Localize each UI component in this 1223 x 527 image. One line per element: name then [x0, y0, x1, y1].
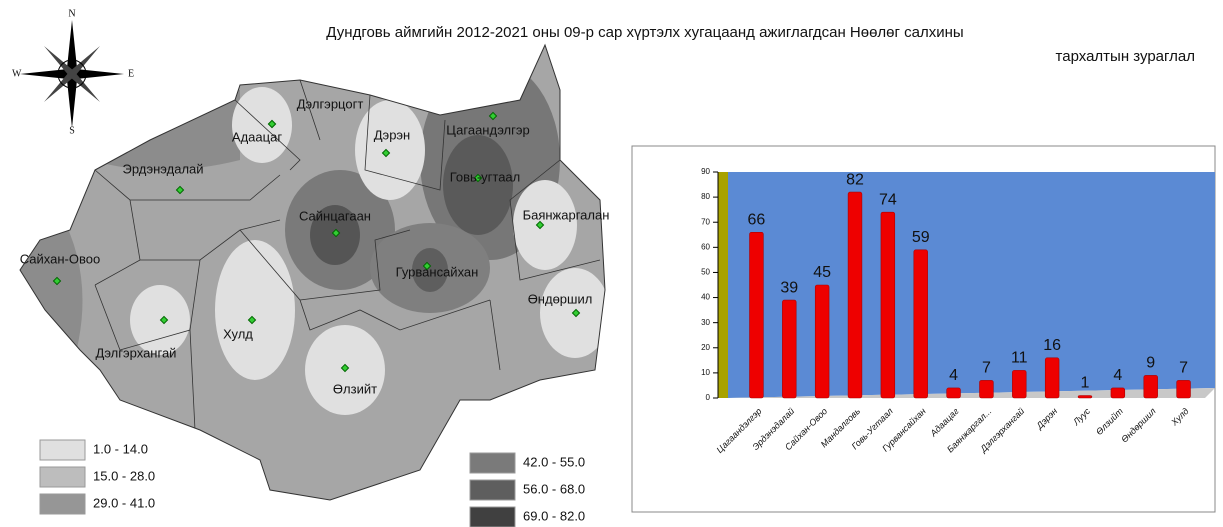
district-point	[331, 228, 341, 238]
map	[19, 43, 606, 501]
district-point	[340, 363, 350, 373]
district-point	[535, 220, 545, 230]
bar	[1176, 380, 1191, 399]
district-point	[422, 261, 432, 271]
compass-w: W	[12, 68, 22, 79]
district-label: Баянжаргалан	[523, 207, 610, 222]
value-label: 7	[982, 360, 991, 377]
district-label: Адаацаг	[232, 129, 282, 144]
district-label: Өлзийт	[333, 381, 377, 396]
district-label: Эрдэнэдалай	[122, 161, 203, 176]
bar	[946, 387, 961, 399]
district-point	[175, 185, 185, 195]
y-tick-label: 90	[701, 167, 710, 176]
legend-swatch	[469, 506, 516, 527]
value-label: 16	[1043, 337, 1061, 354]
district-point	[473, 173, 483, 183]
value-label: 59	[912, 229, 930, 246]
district-point	[159, 315, 169, 325]
title-line-2: тархалтын зураглал	[1056, 48, 1195, 65]
bar	[782, 299, 797, 399]
legend-label: 1.0 - 14.0	[93, 441, 148, 456]
district-point	[52, 276, 62, 286]
compass-s: S	[69, 125, 75, 136]
bar	[1044, 357, 1060, 399]
y-tick-label: 0	[706, 393, 711, 402]
y-tick-label: 40	[701, 293, 710, 302]
value-label: 1	[1081, 375, 1090, 392]
value-label: 9	[1146, 355, 1155, 372]
legend-swatch	[39, 466, 86, 488]
value-label: 4	[1113, 367, 1122, 384]
legend-label: 69.0 - 82.0	[523, 508, 585, 523]
y-tick-label: 60	[701, 242, 710, 251]
y-tick-label: 70	[701, 217, 710, 226]
district-label: Дэлгэрцогт	[297, 96, 364, 111]
bar	[749, 231, 764, 399]
bar	[847, 191, 863, 399]
y-tick-label: 50	[701, 268, 710, 277]
y-tick-label: 30	[701, 318, 710, 327]
value-label: 4	[949, 367, 958, 384]
bar	[979, 380, 994, 399]
bar	[880, 211, 896, 399]
bar	[1077, 395, 1093, 399]
district-label: Хулд	[223, 326, 253, 341]
value-label: 66	[748, 211, 766, 228]
district-point	[267, 119, 277, 129]
district-point	[488, 111, 498, 121]
legend-swatch	[469, 479, 516, 501]
legend-label: 15.0 - 28.0	[93, 468, 155, 483]
district-label: Дэрэн	[374, 127, 410, 142]
title-line-1: Дундговь аймгийн 2012-2021 оны 09-р сар …	[326, 24, 963, 41]
value-label: 11	[1011, 350, 1028, 367]
y-tick-label: 20	[701, 343, 710, 352]
y-tick-label: 80	[701, 192, 710, 201]
value-label: 39	[780, 279, 798, 296]
legend-label: 56.0 - 68.0	[523, 481, 585, 496]
value-label: 74	[879, 191, 897, 208]
bar	[1012, 370, 1027, 399]
value-label: 82	[846, 171, 864, 188]
district-label: Өндөршил	[528, 291, 593, 306]
legend-label: 29.0 - 41.0	[93, 495, 155, 510]
district-label: Говь-угтаал	[450, 169, 521, 184]
bar	[913, 249, 928, 399]
compass-e: E	[128, 68, 134, 79]
district-label: Сайхан-Овоо	[20, 251, 100, 266]
y-tick-label: 10	[701, 368, 710, 377]
legend-swatch	[39, 493, 86, 515]
district-point	[571, 308, 581, 318]
district-label: Сайнцагаан	[299, 208, 371, 223]
compass-n: N	[68, 8, 75, 19]
bar	[1110, 387, 1126, 399]
district-label: Дэлгэрхангай	[96, 345, 177, 360]
district-point	[247, 315, 257, 325]
legend-label: 42.0 - 55.0	[523, 454, 585, 469]
district-point	[381, 148, 391, 158]
value-label: 45	[813, 264, 831, 281]
bar	[1143, 375, 1158, 399]
district-label: Гурвансайхан	[396, 264, 479, 279]
legend-swatch	[39, 439, 86, 461]
district-label: Цагаандэлгэр	[446, 122, 530, 137]
bar	[814, 284, 830, 399]
legend-swatch	[469, 452, 516, 474]
value-label: 7	[1179, 360, 1188, 377]
compass	[20, 20, 124, 128]
